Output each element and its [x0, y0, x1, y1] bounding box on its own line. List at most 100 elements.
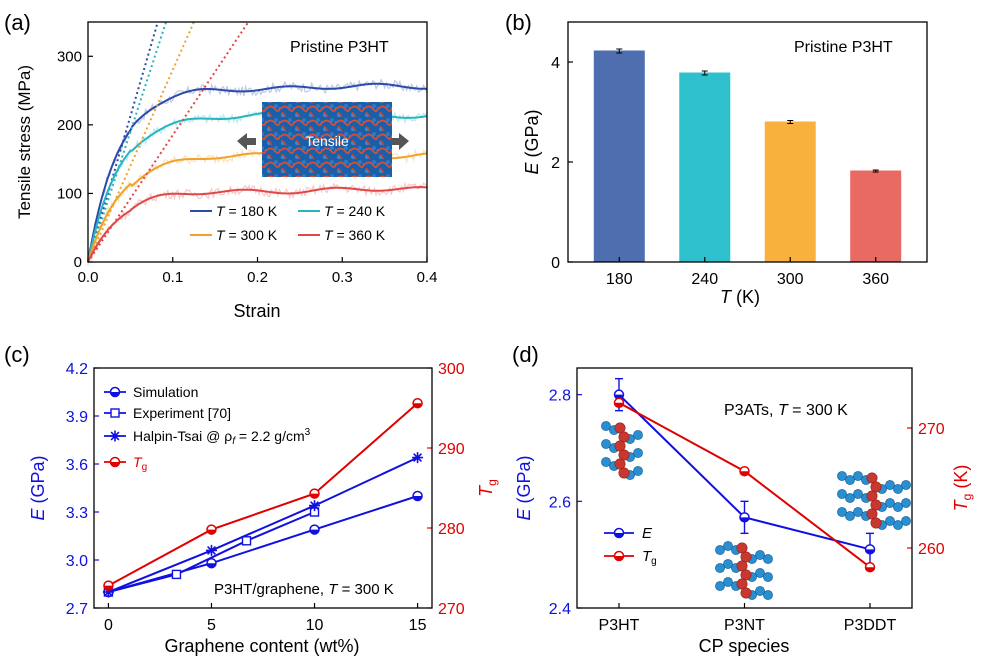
panel-d-point-fill — [865, 549, 875, 554]
panel-c-series-line — [108, 456, 418, 593]
backbone-atom — [614, 422, 626, 434]
panel-c-ytick-left-label: 4.2 — [66, 361, 88, 378]
panel-d-label: (d) — [512, 342, 539, 367]
panel-a-linear-fit — [87, 21, 195, 263]
molecule-illustrations — [601, 421, 911, 600]
panel-a-ytick-label: 200 — [57, 117, 82, 134]
side-chain-atom — [885, 516, 895, 526]
panel-d-legend-label: Tg — [642, 548, 657, 567]
panel-c-legend-label: Simulation — [133, 384, 198, 400]
side-chain-atom — [633, 466, 643, 476]
side-chain-atom — [837, 471, 847, 481]
panel-a-ytick-label: 0 — [74, 254, 82, 271]
panel-c-ytick-left-label: 3.0 — [66, 553, 88, 570]
panel-d-xlabel: CP species — [699, 636, 790, 656]
panel-c-ytick-left-label: 3.3 — [66, 505, 88, 522]
side-chain-atom — [853, 507, 863, 517]
panel-c-label: (c) — [4, 342, 30, 367]
panel-c-annotation: P3HT/graphene, T = 300 K — [214, 581, 394, 598]
panel-c-ytick-right-label: 300 — [438, 361, 465, 378]
panel-c-point — [171, 569, 182, 580]
panel-a-linear-fit — [87, 21, 168, 263]
panel-c-xtick-label: 0 — [104, 617, 113, 634]
panel-c-ytick-right-label: 280 — [438, 521, 465, 538]
panel-b-label: (b) — [505, 10, 532, 35]
panel-d-legend: E Tg — [604, 525, 657, 567]
backbone-atom — [614, 440, 626, 452]
panel-c-point-fill — [103, 585, 113, 591]
panel-c-point-fill — [413, 403, 423, 408]
arrow-right-icon — [391, 133, 409, 150]
side-chain-atom — [763, 554, 773, 564]
panel-d-point-fill — [740, 517, 749, 522]
panel-d-legend-marker-fill — [614, 533, 624, 538]
side-chain-atom — [837, 507, 847, 517]
side-chain-atom — [755, 550, 765, 560]
panel-c-legend-label: Halpin-Tsai @ ρf = 2.2 g/cm3 — [133, 427, 311, 447]
panel-b-ylabel: E (GPa) — [522, 109, 542, 174]
panel-c-point — [309, 500, 321, 512]
panel-c-legend-label: Tg — [133, 454, 147, 473]
panel-c-legend-marker — [110, 408, 120, 418]
backbone-atom — [740, 569, 752, 581]
panel-b-xlabel-italic: T — [720, 287, 733, 307]
panel-a-xtick-label: 0.4 — [417, 269, 438, 286]
panel-c-ylabel-right: Tg — [476, 479, 499, 497]
side-chain-atom — [715, 581, 725, 591]
panel-c-xtick-label: 10 — [306, 617, 324, 634]
backbone-atom — [736, 578, 748, 590]
panel-b-ytick-label: 2 — [551, 155, 560, 172]
panel-b-bar — [764, 121, 816, 263]
panel-c-legend-marker-fill — [110, 392, 120, 397]
side-chain-atom — [755, 586, 765, 596]
side-chain-atom — [715, 545, 725, 555]
panel-c-legend-label: Experiment [70] — [133, 405, 231, 421]
backbone-atom — [870, 499, 882, 511]
panel-c-ytick-left-label: 3.6 — [66, 457, 88, 474]
side-chain-atom — [723, 559, 733, 569]
panel-c: (c) 0 5 10 15 2.7 3.0 3.3 3.6 3.9 4.2 270 280 290 300… — [4, 342, 499, 656]
panel-a-xtick-label: 0.1 — [162, 269, 183, 286]
panel-d-point-fill — [614, 402, 624, 408]
panel-d-frame — [576, 367, 913, 609]
side-chain-atom — [853, 489, 863, 499]
side-chain-atom — [885, 480, 895, 490]
panel-c-series-line — [107, 402, 419, 587]
panel-c-point-fill — [413, 496, 423, 501]
backbone-atom — [870, 517, 882, 529]
backbone-atom — [618, 431, 630, 443]
side-chain-atom — [837, 489, 847, 499]
side-chain-atom — [901, 498, 911, 508]
side-chain-atom — [601, 457, 611, 467]
panel-d-point-fill — [865, 567, 875, 572]
panel-b-xtick-label: 240 — [691, 271, 718, 288]
side-chain-atom — [723, 541, 733, 551]
tensile-inset: Tensile — [237, 102, 409, 177]
panel-a-annotation: Pristine P3HT — [290, 39, 389, 56]
panel-a-series-line — [87, 82, 427, 263]
backbone-atom — [866, 472, 878, 484]
panel-c-frame — [93, 367, 433, 609]
panel-d-series-line — [618, 401, 871, 568]
side-chain-atom — [893, 484, 903, 494]
side-chain-atom — [901, 516, 911, 526]
side-chain-atom — [763, 572, 773, 582]
panel-a-legend-label: T = 360 K — [324, 227, 386, 243]
backbone-atom — [736, 542, 748, 554]
side-chain-atom — [715, 563, 725, 573]
panel-d-xtick-label: P3DDT — [844, 617, 897, 634]
panel-b-ytick-label: 0 — [551, 255, 560, 272]
panel-c-point — [412, 452, 424, 464]
panel-a-ylabel: Tensile stress (MPa) — [15, 65, 34, 219]
side-chain-atom — [885, 498, 895, 508]
side-chain-atom — [845, 511, 855, 521]
panel-c-legend-marker — [109, 430, 121, 442]
tensile-inset-image — [262, 102, 392, 177]
panel-b-ytick-label: 4 — [551, 55, 560, 72]
panel-b-ylabel-rest: (GPa) — [522, 109, 542, 162]
panel-c-xlabel: Graphene content (wt%) — [164, 636, 359, 656]
backbone-atom — [870, 481, 882, 493]
panel-c-point — [241, 536, 252, 546]
panel-c-ylabel-left: E (GPa) — [28, 455, 48, 520]
